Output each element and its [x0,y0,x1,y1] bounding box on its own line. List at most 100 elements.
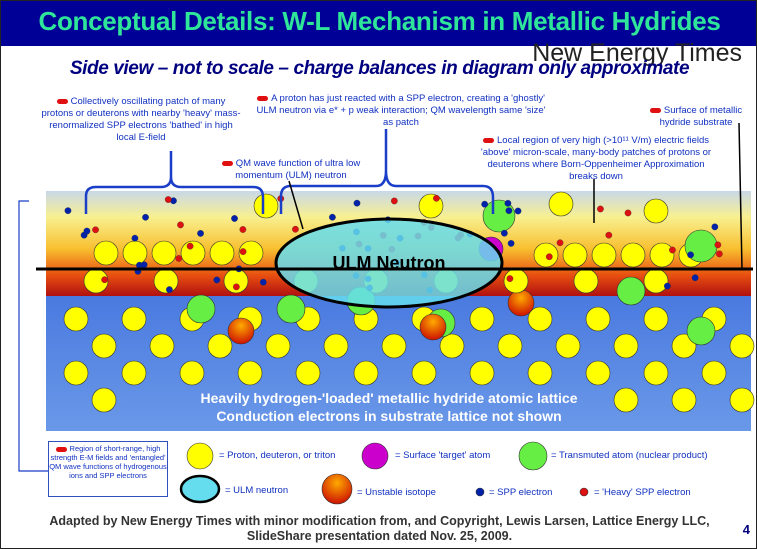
spp-electron [687,251,694,259]
spp-electron [239,248,247,255]
proton [151,240,177,266]
legend-unstable-icon [321,473,353,505]
proton [469,306,495,332]
transmuted-atom [186,294,216,324]
proton [671,387,697,413]
bullet-icon [649,107,661,113]
page-number: 4 [742,522,750,537]
proton [381,333,407,359]
heavy-spp-electron [231,215,238,222]
lattice-caption-1: Heavily hydrogen-'loaded' metallic hydri… [201,390,578,406]
proton [153,268,179,294]
bullet-icon [55,446,67,452]
credit: Adapted by New Energy Times with minor m… [49,514,710,543]
note-patch: Collectively oscillating patch of many p… [41,96,241,143]
proton [591,242,617,268]
proton [63,306,89,332]
legend-ulm: = ULM neutron [225,485,289,496]
heavy-spp-electron [716,250,723,258]
spp-electron [506,275,514,282]
transmuted-atom [276,294,306,324]
subtitle: Side view – not to scale – charge balanc… [69,58,690,79]
spp-electron [514,207,522,215]
bullet-icon [483,137,494,143]
heavy-spp-electron [481,200,489,208]
heavy-spp-electron [166,286,173,293]
spp-electron [233,283,240,291]
note-wave: QM wave function of ultra low momentum (… [206,158,376,182]
note-local-region: Local region of very high (>10¹¹ V/m) el… [480,135,712,182]
proton [121,360,147,386]
spp-electron [175,255,183,262]
heavy-spp-electron [504,199,512,207]
spp-electron [664,282,671,290]
proton [585,306,611,332]
spp-electron [259,278,267,286]
legend-proton-icon [186,442,214,470]
legend-heavy-spp-icon [579,487,589,497]
proton [179,360,205,386]
heavy-spp-electron [213,276,221,284]
proton [643,360,669,386]
proton [533,242,559,268]
unstable-isotope [419,313,447,341]
note-proton: A proton has just reacted with a SPP ele… [256,93,546,128]
callout-brackets [18,129,495,472]
proton [469,360,495,386]
proton [63,360,89,386]
spp-electron [507,240,515,247]
spp-electron [140,261,148,269]
proton [562,242,588,268]
proton [121,306,147,332]
transmuted-atom [686,316,716,346]
legend-region-box: Region of short-range, high strength E-M… [48,441,168,497]
ulm-neutron-wavefunction [274,217,504,309]
proton [122,240,148,266]
heavy-spp-electron [597,205,604,213]
transmuted-atom [616,276,646,306]
lattice-caption-2: Conduction electrons in substrate lattic… [216,408,561,424]
spp-electron [353,199,361,207]
legend-target: = Surface 'target' atom [395,450,491,461]
title-bar: Conceptual Details: W-L Mechanism in Met… [1,1,756,46]
legend-unstable: = Unstable isotope [357,487,436,498]
heavy-spp-electron [505,207,513,214]
proton [237,360,263,386]
spp-electron [691,274,699,282]
spp-electron [197,230,204,237]
proton [613,387,639,413]
legend-ulm-icon [179,474,221,504]
proton [93,240,119,266]
legend-transmuted-icon [518,441,548,471]
heavy-spp-electron [142,213,149,221]
spp-electron [624,209,632,217]
bullet-icon [257,95,269,101]
proton [209,240,235,266]
bullet-icon [221,160,233,166]
spp-electron [433,194,440,202]
proton [527,306,553,332]
spp-electron [545,253,553,261]
legend-spp-icon [475,487,485,497]
proton [411,360,437,386]
legend-transmuted: = Transmuted atom (nuclear product) [551,450,708,461]
unstable-isotope [227,317,255,345]
heavy-spp-electron [239,226,247,233]
proton [643,198,669,224]
spp-electron [83,227,91,235]
legend-spp: = SPP electron [489,487,553,498]
heavy-spp-electron [329,213,336,221]
proton [439,333,465,359]
slide-title: Conceptual Details: W-L Mechanism in Met… [38,6,721,36]
legend-target-icon [361,442,389,470]
proton [729,333,755,359]
spp-electron [711,223,719,231]
spp-electron [556,239,564,247]
proton [253,193,279,219]
callout-pointers [288,122,743,270]
spp-electron [714,241,722,249]
proton [649,242,675,268]
proton [265,333,291,359]
